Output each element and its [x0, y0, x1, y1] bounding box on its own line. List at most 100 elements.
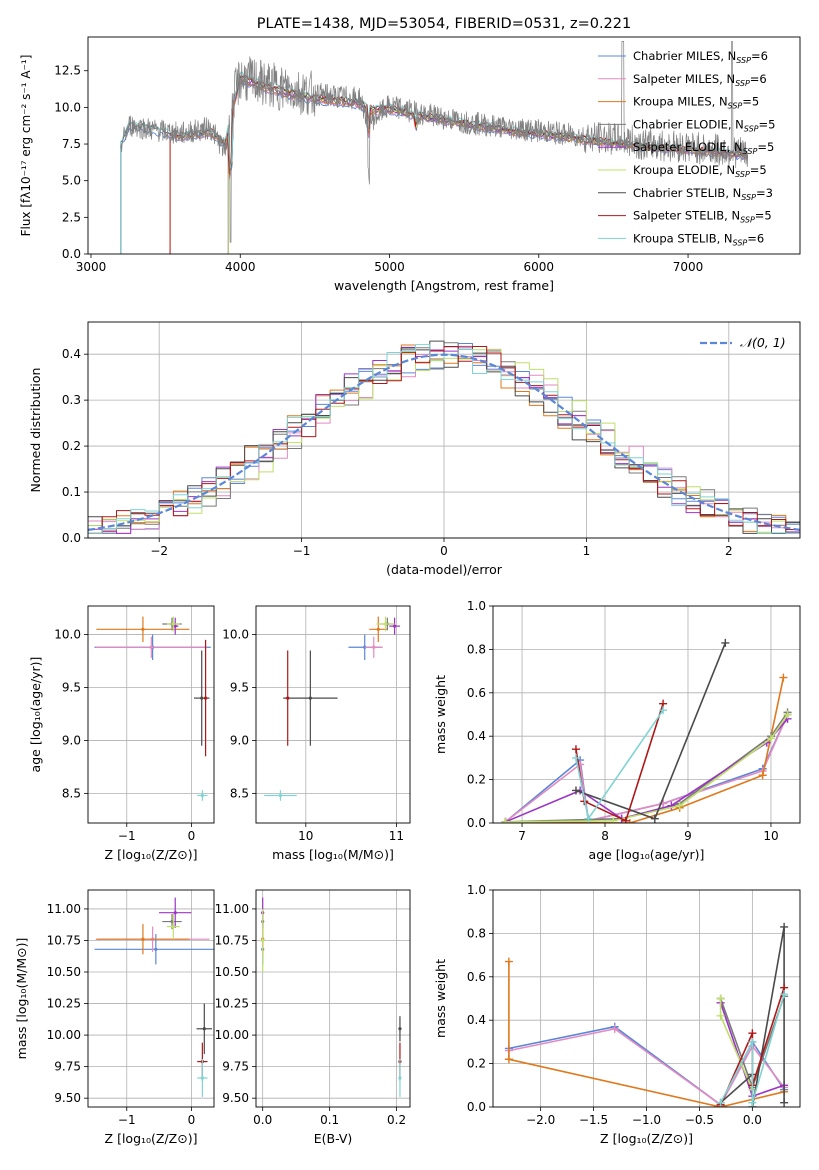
series-line	[505, 677, 785, 823]
axes-frame	[87, 36, 801, 255]
series-marker	[758, 771, 767, 780]
x-tick-label: 9	[684, 829, 692, 843]
legend-subscript: SSP	[744, 124, 759, 133]
legend-tail: =5	[757, 140, 774, 154]
axes-3: 10 11 8.5 9.0 9.5 10.0 mass [log₁₀(M/M⊙)]	[222, 605, 411, 862]
y-tick-label: 9.5	[230, 681, 249, 695]
plot-area	[120, 41, 749, 254]
y-tick-label: 10.50	[215, 965, 249, 979]
normal-curve	[88, 353, 800, 531]
error-point	[166, 616, 180, 632]
x-tick-label: 10	[298, 829, 313, 843]
x-axis-label: age [log₁₀(age/yr)]	[589, 847, 705, 862]
axes-4: 7 8 9 10 0.0 0.2 0.4 0.6 0.8 1.0 age [log₁₀(age/yr…	[433, 599, 801, 862]
error-point	[96, 924, 190, 955]
y-tick-label: 12.5	[54, 64, 81, 78]
axes-frame	[87, 889, 215, 1108]
error-point	[283, 650, 338, 746]
series-marker	[504, 1055, 513, 1064]
y-axis-label: mass [log₁₀(M/M⊙)]	[14, 938, 29, 1060]
data-point	[149, 645, 153, 649]
legend-label: Salpeter STELIB, N	[633, 209, 740, 223]
x-axis-label: Z [log₁₀(Z/Z⊙)]	[600, 1131, 693, 1146]
series-marker	[571, 753, 580, 762]
series-marker	[748, 1098, 757, 1107]
error-point	[398, 1059, 402, 1097]
y-tick-label: 10.0	[54, 628, 81, 642]
y-tick-label: 10.00	[47, 1028, 81, 1042]
series-marker	[659, 706, 668, 715]
x-tick-label: 7000	[673, 260, 704, 274]
legend-label: Chabrier STELIB, N	[633, 186, 741, 200]
legend-entry: Kroupa ELODIE, NSSP=5	[633, 163, 767, 179]
y-tick-label: 0.8	[467, 926, 486, 940]
y-tick-label: 0.6	[467, 970, 486, 984]
data-point	[393, 624, 397, 628]
legend-subscript: SSP	[733, 238, 748, 247]
axes-0: 3000 4000 5000 6000 7000 0.0 2.5 5.0 7.5 10.0 12.5…	[19, 36, 801, 293]
y-tick-label: 8.5	[62, 786, 81, 800]
y-tick-label: 7.5	[62, 137, 81, 151]
legend-tail: =3	[756, 186, 773, 200]
y-axis-label: mass weight	[433, 675, 448, 754]
error-point	[95, 636, 207, 658]
error-point	[398, 1016, 402, 1042]
y-tick-label: 9.0	[62, 733, 81, 747]
y-tick-label: 9.75	[222, 1060, 249, 1074]
series-line	[575, 642, 727, 820]
x-tick-label: 10	[763, 829, 778, 843]
series-marker	[621, 816, 630, 823]
plot-area	[504, 922, 789, 1107]
legend-label: 𝒩(0, 1)	[740, 335, 786, 350]
error-point	[166, 913, 180, 940]
y-tick-label: 0.4	[467, 1013, 486, 1027]
x-tick-label: 0	[440, 544, 448, 558]
x-tick-label: 0	[188, 1113, 196, 1127]
y-tick-label: 0.0	[467, 816, 486, 830]
y-tick-label: 0.3	[62, 393, 81, 407]
data-point	[204, 696, 208, 700]
data-point	[141, 937, 145, 941]
y-tick-label: 0.2	[62, 439, 81, 453]
legend-label: Kroupa MILES, N	[633, 95, 728, 109]
series-marker	[571, 745, 580, 754]
error-point	[261, 908, 265, 973]
x-tick-label: 11	[389, 829, 404, 843]
series-marker	[748, 1037, 757, 1046]
plot-area	[94, 897, 214, 1097]
series-marker	[625, 819, 634, 823]
x-tick-label: 0.1	[320, 1113, 339, 1127]
legend-entry: Kroupa MILES, NSSP=5	[633, 95, 759, 111]
y-tick-label: 10.75	[47, 933, 81, 947]
axes-2: −1 0 8.5 9.0 9.5 10.0 Z [log₁₀(Z/Z⊙)] age [log₁…	[28, 605, 215, 862]
series-line	[719, 993, 785, 1104]
error-point	[364, 636, 383, 658]
legend-tail: =5	[742, 95, 759, 109]
x-tick-label: 0.0	[253, 1113, 272, 1127]
y-tick-label: 9.50	[222, 1091, 249, 1105]
y-tick-label: 11.00	[47, 902, 81, 916]
y-tick-label: 0.2	[467, 1057, 486, 1071]
y-tick-label: 0.1	[62, 485, 81, 499]
series-marker	[766, 734, 775, 743]
data-spectrum-line	[120, 41, 749, 243]
y-tick-label: 9.50	[54, 1091, 81, 1105]
data-point	[200, 1076, 204, 1080]
data-point	[141, 627, 145, 631]
data-point	[202, 1027, 206, 1031]
axes-6: 0.0 0.1 0.2 9.50 9.75 10.00 10.25 10.50 10.75 11.…	[215, 889, 411, 1146]
x-tick-label: −1	[293, 544, 311, 558]
data-point	[398, 1076, 402, 1080]
error-point	[197, 790, 208, 801]
legend-label: Salpeter ELODIE, N	[633, 140, 743, 154]
data-point	[171, 924, 175, 929]
series-line	[505, 711, 789, 823]
chart-title: PLATE=1438, MJD=53054, FIBERID=0531, z=0…	[257, 16, 631, 32]
y-tick-label: 0.8	[467, 642, 486, 656]
error-point	[96, 616, 190, 642]
x-tick-label: −1.5	[579, 1113, 608, 1127]
x-tick-label: 8	[601, 829, 609, 843]
series-marker	[609, 816, 618, 823]
legend-entry: Chabrier STELIB, NSSP=3	[633, 186, 773, 202]
